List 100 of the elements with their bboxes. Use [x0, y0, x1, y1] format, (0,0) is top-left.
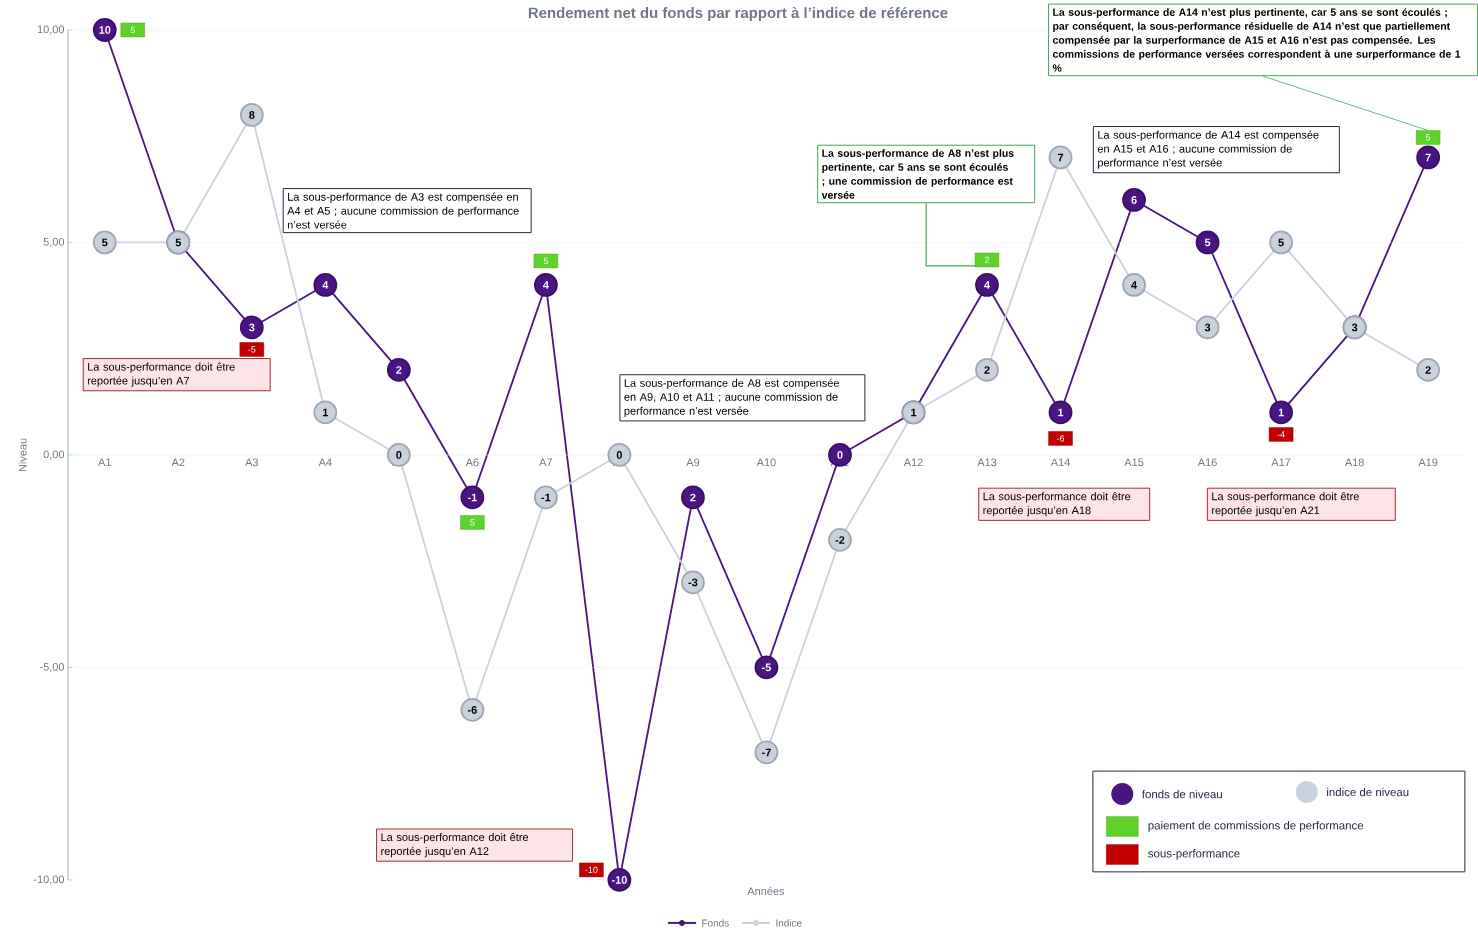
- point: [1195, 230, 1220, 255]
- annotation: La sous-performance doit être reportée jusqu’en A18: [983, 492, 1131, 517]
- data-label: 3: [1351, 323, 1358, 332]
- annotation: 2: [984, 256, 990, 264]
- annotation: -5: [248, 346, 256, 353]
- data-label: 4: [984, 281, 990, 289]
- data-label: 7: [1425, 153, 1431, 162]
- data-label: 6: [1131, 196, 1137, 204]
- annotation: 5: [1426, 134, 1431, 141]
- data-label: 1: [1058, 408, 1064, 417]
- x-tick-label: A9: [686, 458, 700, 467]
- y-tick-label: -5,00: [39, 662, 65, 672]
- annotation: La sous-performance de A14 n’est plus pertinente, car 5 ans se sont écoulés ; par conséquent, la sous-performance résiduelle de A14 n’est que partiellement compensée par la surperformance de A15 et A16 n’est pas compensée. Les commissions de performance versées correspondent à une surperformance de 1 %: [1052, 8, 1461, 72]
- chart-title: Rendement net du fonds par rapport à l’indice de référence: [528, 7, 948, 22]
- x-tick-label: A1: [98, 458, 111, 467]
- x-tick-label: A19: [1418, 458, 1438, 467]
- x-tick-label: A18: [1344, 458, 1364, 467]
- legend-label: indice de niveau: [1327, 787, 1409, 797]
- annotation: 5: [470, 519, 475, 526]
- data-label: 3: [249, 323, 255, 332]
- x-tick-label: A13: [977, 458, 997, 467]
- x-tick-label: A12: [903, 458, 923, 467]
- data-label: 2: [1425, 366, 1431, 374]
- point: [681, 485, 705, 510]
- data-label: 5: [102, 238, 108, 247]
- point: [1122, 273, 1146, 297]
- x-tick-label: A14: [1050, 458, 1070, 467]
- data-label: -6: [467, 706, 477, 714]
- annotation: -10: [585, 866, 598, 874]
- text: Indice: [776, 919, 802, 927]
- annotation: 5: [130, 26, 135, 34]
- annotation: La sous-performance doit être reportée jusqu’en A21: [1212, 492, 1359, 517]
- x-axis-title: Années: [747, 886, 785, 896]
- data-label: 8: [249, 111, 255, 119]
- annotation: La sous-performance de A3 est compensée en A4 et A5 ; aucune commission de performance n’est versée: [287, 192, 519, 229]
- y-tick-label: -10,00: [33, 875, 65, 885]
- annotation: 5: [543, 257, 548, 265]
- data-label: -1: [541, 493, 551, 502]
- data-label: 4: [1131, 281, 1138, 289]
- data-label: 4: [543, 281, 549, 289]
- data-label: 4: [322, 281, 329, 289]
- legend-label: fonds de niveau: [1141, 789, 1222, 799]
- data-label: -10: [611, 876, 627, 884]
- annotation: sous-performance: [1148, 849, 1240, 860]
- data-label: -7: [762, 748, 771, 757]
- data-label: 7: [1057, 153, 1064, 162]
- y-axis-title: Niveau: [18, 438, 27, 472]
- point: [386, 358, 411, 382]
- annotation: La sous-performance doit être reportée jusqu’en A7: [87, 362, 235, 387]
- point: [92, 230, 117, 255]
- x-tick-label: A7: [539, 458, 553, 467]
- x-tick-label: A4: [318, 458, 332, 467]
- y-tick-label: 10,00: [37, 25, 65, 35]
- data-label: 1: [322, 408, 329, 417]
- data-label: -2: [835, 536, 845, 544]
- data-label: 2: [984, 366, 990, 374]
- data-label: 3: [1204, 323, 1211, 332]
- data-label: 0: [396, 451, 402, 459]
- annotation: La sous-performance de A14 est compensée en A15 et A16 ; aucune commission de performance n’est versée: [1097, 130, 1319, 169]
- point: [1048, 400, 1073, 425]
- data-label: 1: [1278, 408, 1284, 417]
- x-tick-label: A2: [171, 458, 185, 467]
- annotation: La sous-performance doit être reportée jusqu’en A12: [381, 833, 529, 858]
- data-label: 2: [396, 366, 402, 374]
- data-label: -5: [762, 663, 772, 672]
- x-tick-label: A10: [756, 458, 776, 467]
- x-tick-label: A16: [1197, 458, 1217, 467]
- annotation: -6: [1056, 435, 1065, 442]
- annotation: paiement de commissions de performance: [1148, 821, 1364, 832]
- data-label: -1: [467, 493, 477, 502]
- point: [313, 273, 338, 297]
- annotation: -4: [1277, 431, 1285, 438]
- x-tick-label: A15: [1124, 458, 1144, 467]
- x-tick-label: A6: [465, 458, 479, 467]
- data-label: 0: [837, 451, 843, 459]
- point: [1048, 145, 1073, 170]
- point: [1122, 188, 1146, 212]
- data-label: 5: [175, 238, 182, 247]
- data-label: 5: [1204, 238, 1211, 247]
- data-label: 1: [911, 408, 917, 417]
- y-tick-label: 5,00: [43, 237, 65, 248]
- annotation: 2: [690, 493, 696, 502]
- point: [313, 400, 338, 425]
- point: [1195, 315, 1220, 340]
- point: [533, 273, 558, 297]
- text: Fonds: [702, 919, 729, 927]
- point: [975, 273, 999, 297]
- point: [1269, 230, 1293, 255]
- y-tick-label: 0,00: [43, 450, 65, 460]
- annotation: La sous-performance de A8 n’est plus pertinente, car 5 ans se sont écoulés ; une commission de performance est versée: [821, 149, 1014, 199]
- data-label: 10: [99, 26, 111, 34]
- data-label: 5: [1278, 238, 1284, 247]
- point: [975, 358, 999, 382]
- point: [1416, 358, 1441, 382]
- x-tick-label: A17: [1271, 458, 1291, 467]
- point: [1269, 400, 1293, 425]
- data-label: 0: [616, 451, 622, 459]
- point: [239, 103, 264, 127]
- x-tick-label: A3: [245, 458, 259, 467]
- point: [1416, 145, 1441, 170]
